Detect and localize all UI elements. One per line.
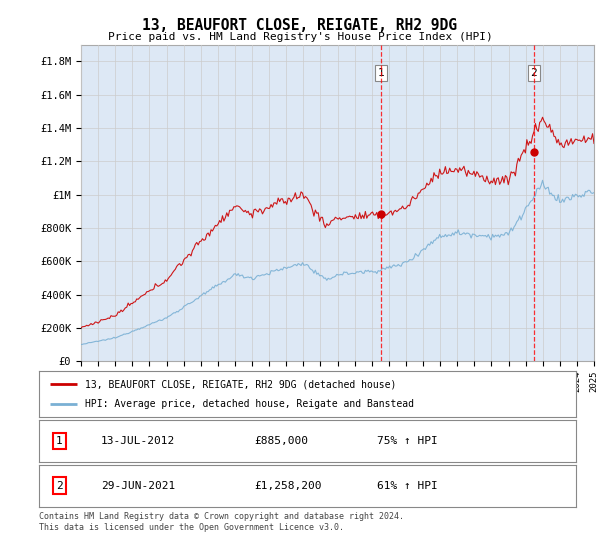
Text: 61% ↑ HPI: 61% ↑ HPI xyxy=(377,481,438,491)
Text: 1: 1 xyxy=(377,68,384,78)
Text: 2: 2 xyxy=(56,481,63,491)
Text: £1,258,200: £1,258,200 xyxy=(254,481,322,491)
Text: 2: 2 xyxy=(530,68,538,78)
Text: Price paid vs. HM Land Registry's House Price Index (HPI): Price paid vs. HM Land Registry's House … xyxy=(107,32,493,43)
Text: 13-JUL-2012: 13-JUL-2012 xyxy=(101,436,175,446)
Text: 13, BEAUFORT CLOSE, REIGATE, RH2 9DG: 13, BEAUFORT CLOSE, REIGATE, RH2 9DG xyxy=(143,18,458,33)
Text: £885,000: £885,000 xyxy=(254,436,308,446)
Text: 1: 1 xyxy=(56,436,63,446)
Text: 13, BEAUFORT CLOSE, REIGATE, RH2 9DG (detached house): 13, BEAUFORT CLOSE, REIGATE, RH2 9DG (de… xyxy=(85,379,396,389)
Bar xyxy=(381,45,534,361)
Text: Contains HM Land Registry data © Crown copyright and database right 2024.
This d: Contains HM Land Registry data © Crown c… xyxy=(39,512,404,532)
Text: 75% ↑ HPI: 75% ↑ HPI xyxy=(377,436,438,446)
Text: HPI: Average price, detached house, Reigate and Banstead: HPI: Average price, detached house, Reig… xyxy=(85,399,413,409)
Text: 29-JUN-2021: 29-JUN-2021 xyxy=(101,481,175,491)
